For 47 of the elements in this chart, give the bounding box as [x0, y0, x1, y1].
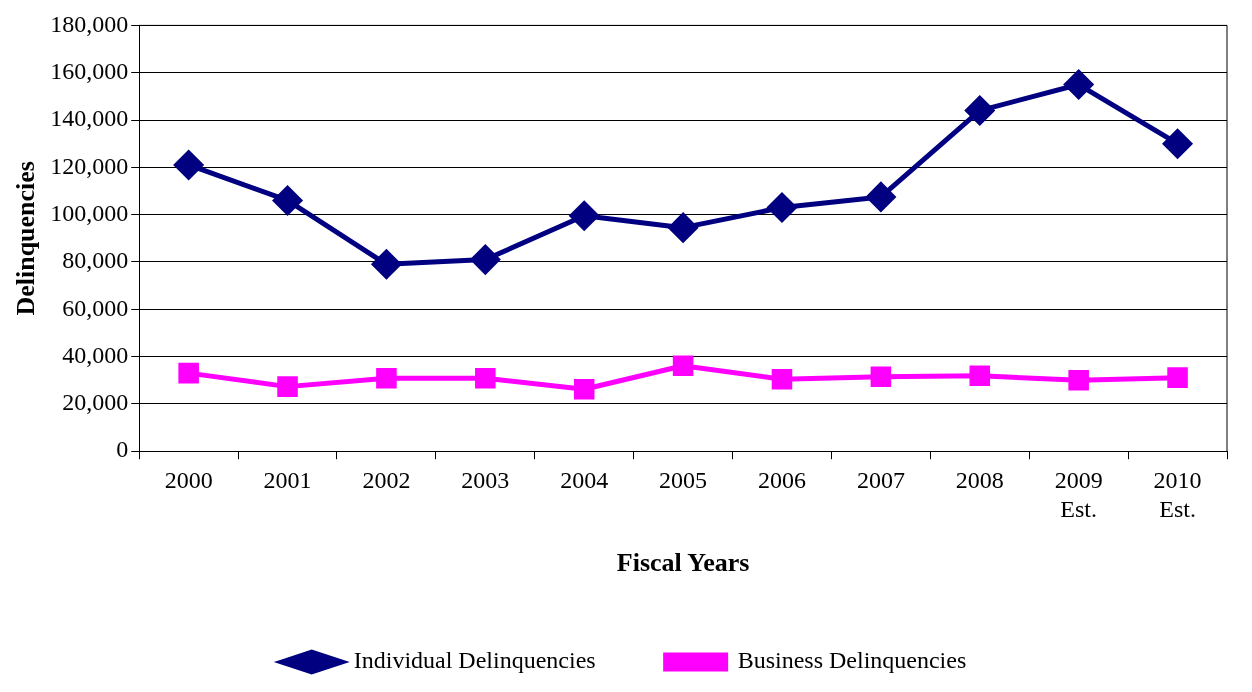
y-tick-label: 80,000	[62, 247, 129, 274]
point	[1068, 369, 1089, 391]
point	[1163, 129, 1193, 159]
x-tick-label: 2008	[955, 466, 1004, 493]
y-tick-label: 180,000	[50, 10, 129, 37]
point	[767, 193, 797, 223]
y-tick-label: 140,000	[50, 105, 129, 132]
point	[965, 96, 995, 126]
point	[969, 365, 991, 387]
x-tick-label: 2004	[560, 466, 609, 493]
x-tick-label: 2002	[362, 466, 411, 493]
point	[870, 366, 892, 387]
x-tick-label: 2009 Est.	[1054, 466, 1103, 522]
x-tick-label: 2003	[461, 466, 510, 493]
point	[1167, 367, 1188, 388]
x-tick-label: 2006	[757, 466, 806, 493]
point	[475, 368, 496, 389]
legend-label: Business Delinquencies	[737, 647, 967, 674]
x-tick-label: 2007	[856, 466, 905, 493]
point	[1064, 70, 1094, 100]
point	[273, 185, 303, 215]
y-tick-label: 20,000	[62, 389, 129, 416]
y-tick-label: 120,000	[50, 152, 129, 179]
x-tick-label: 2000	[164, 466, 213, 493]
y-tick-label: 60,000	[62, 294, 129, 321]
point	[668, 213, 698, 243]
point	[672, 355, 694, 377]
y-tick-label: 0	[116, 436, 129, 463]
point	[470, 245, 500, 275]
point	[771, 369, 793, 390]
legend-label: Individual Delinquencies	[353, 647, 596, 674]
x-tick-label: 2001	[263, 466, 312, 493]
y-axis-title: Delinquencies	[11, 161, 41, 316]
x-tick-label: 2005	[659, 466, 708, 493]
point	[569, 201, 599, 231]
y-tick-label: 100,000	[50, 199, 129, 226]
point	[178, 362, 199, 384]
point	[376, 368, 397, 389]
point	[371, 249, 401, 279]
point	[573, 378, 595, 400]
point	[277, 376, 298, 397]
x-axis-title: Fiscal Years	[616, 548, 750, 578]
y-tick-label: 160,000	[50, 58, 129, 85]
point	[866, 182, 896, 212]
point	[174, 150, 204, 180]
x-tick-label: 2010 Est.	[1153, 466, 1202, 522]
y-tick-label: 40,000	[62, 341, 129, 368]
